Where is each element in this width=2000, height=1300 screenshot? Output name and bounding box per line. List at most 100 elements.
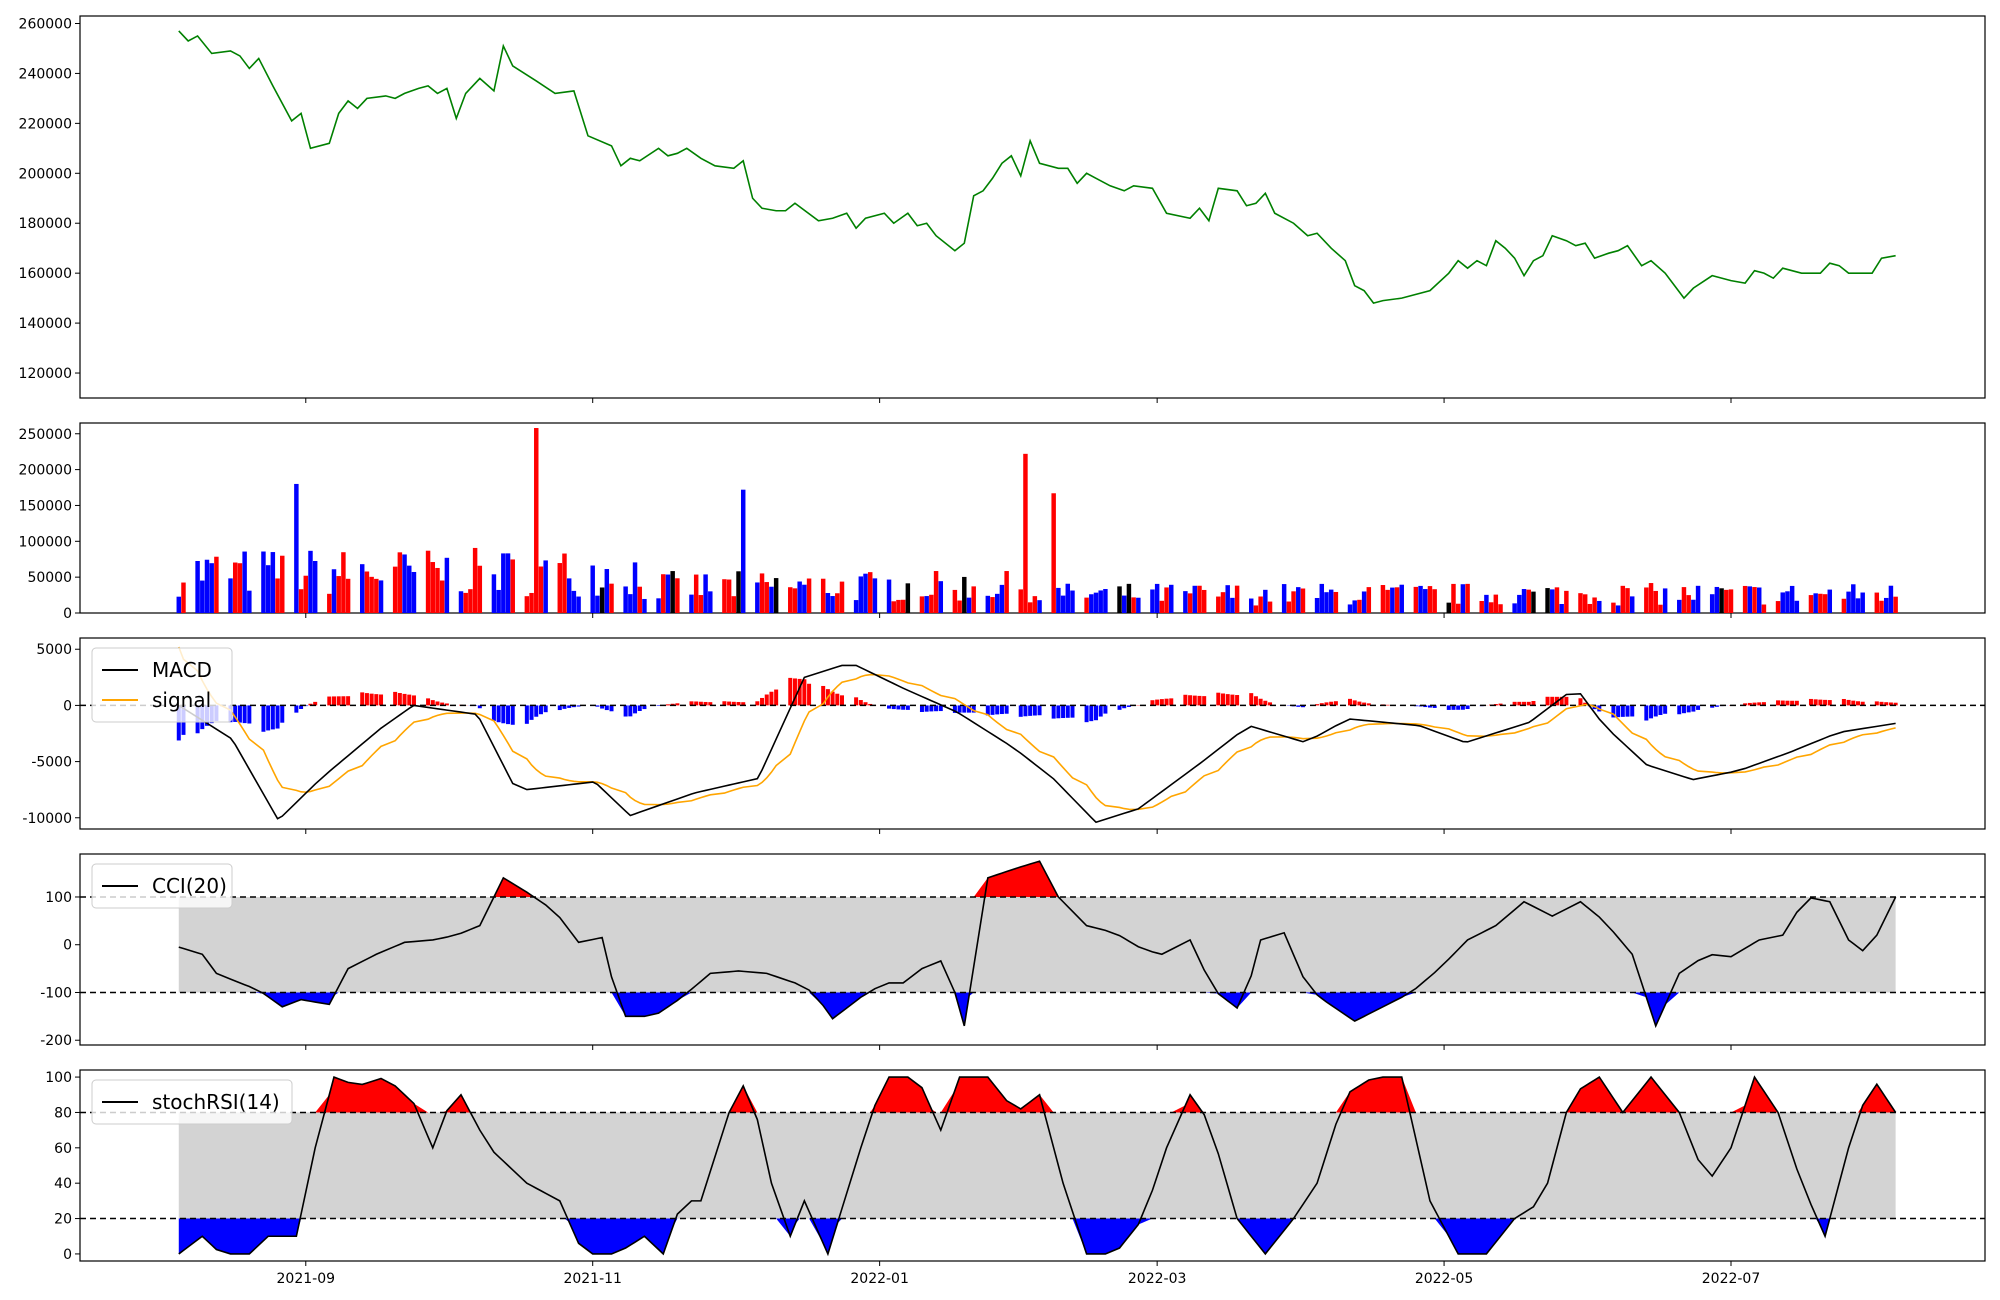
macd-hist-bar xyxy=(1192,695,1197,706)
volume-bar xyxy=(472,547,478,613)
volume-bar xyxy=(411,571,417,613)
macd-hist-bar xyxy=(731,701,736,706)
macd-hist-bar xyxy=(1616,705,1621,718)
volume-bar xyxy=(1479,600,1484,613)
y-tick-label: 120000 xyxy=(19,366,72,382)
macd-hist-bar xyxy=(1714,705,1719,707)
volume-bar xyxy=(496,589,501,613)
macd-hist-bar xyxy=(1818,699,1823,706)
macd-hist-bar xyxy=(538,705,543,715)
volume-bar xyxy=(962,576,967,613)
macd-hist-bar xyxy=(1888,702,1893,706)
macd-hist-bar xyxy=(1385,704,1390,706)
volume-bar xyxy=(1267,601,1273,613)
macd-hist-bar xyxy=(1216,692,1221,706)
macd-hist-bar xyxy=(962,705,967,713)
volume-bar xyxy=(755,582,760,613)
macd-hist-bar xyxy=(270,705,275,730)
x-axis: 2021-09 2021-11 2022-01 2022-03 2022-05 2022-… xyxy=(277,1271,1761,1287)
volume-bar xyxy=(1752,587,1757,613)
macd-hist-bar xyxy=(1032,705,1037,716)
macd-hist-bar xyxy=(534,705,539,717)
macd-hist-bar xyxy=(967,705,971,713)
volume-bar xyxy=(1098,590,1103,613)
volume-bar xyxy=(1658,604,1663,613)
volume-bar xyxy=(1677,599,1682,613)
volume-bar xyxy=(181,582,186,613)
volume-bar xyxy=(806,578,812,613)
macd-hist-bar xyxy=(1522,701,1527,706)
macd-hist-bar xyxy=(1155,699,1160,706)
y-tick-label: 0 xyxy=(63,1247,72,1263)
volume-bar xyxy=(336,576,341,613)
y-tick-label: 50000 xyxy=(27,570,72,586)
macd-hist-bar xyxy=(1578,698,1583,706)
macd-hist-bar xyxy=(896,705,901,710)
overbought-fill xyxy=(178,861,1896,897)
macd-hist-bar xyxy=(1451,705,1456,710)
macd-hist-bar xyxy=(1362,702,1367,706)
volume-bar xyxy=(425,550,431,613)
y-tick-label: 200000 xyxy=(19,166,72,182)
macd-hist-bar xyxy=(802,679,807,706)
volume-bar xyxy=(1253,605,1259,613)
macd-hist-bar xyxy=(623,705,628,717)
volume-bar xyxy=(1432,589,1437,613)
macd-hist-bar xyxy=(294,705,299,713)
macd-hist-bar xyxy=(242,705,247,724)
volume-bar xyxy=(566,578,572,613)
volume-bar xyxy=(1347,604,1353,613)
macd-hist-bar xyxy=(919,705,924,712)
macd-hist-bar xyxy=(1324,702,1329,706)
volume-bar xyxy=(529,592,534,613)
macd-hist-bar xyxy=(694,701,699,706)
volume-bar xyxy=(1333,591,1339,613)
macd-hist-bar xyxy=(1545,696,1550,706)
macd-hist-bar xyxy=(985,705,990,716)
macd-hist-bar xyxy=(1813,699,1818,706)
volume-bar xyxy=(990,597,995,613)
volume-bar xyxy=(1860,592,1865,613)
volume-bar xyxy=(632,562,638,613)
volume-bar xyxy=(468,589,473,613)
volume-bar xyxy=(1517,594,1522,613)
volume-bar xyxy=(1286,601,1292,613)
panel-3: -10000 -5000 0 5000 MACD signal xyxy=(22,637,1986,834)
macd-hist-bar xyxy=(1197,695,1202,706)
macd-hist-bar xyxy=(854,697,859,706)
x-tick-label: 2021-09 xyxy=(277,1271,336,1287)
volume-bar xyxy=(1559,603,1564,613)
macd-hist-bar xyxy=(557,705,562,711)
macd-hist-bar xyxy=(567,705,572,708)
volume-bar xyxy=(599,587,605,613)
macd-hist-bar xyxy=(905,705,910,710)
volume-bar xyxy=(1521,589,1527,613)
y-tick-label: 220000 xyxy=(19,116,72,132)
volume-bar xyxy=(1126,583,1132,613)
panel-1: 120000 140000 160000 180000 200000 220000 2400… xyxy=(19,15,1986,403)
macd-hist-bar xyxy=(1061,705,1066,719)
macd-hist-bar xyxy=(1531,701,1536,706)
macd-hist-bar xyxy=(999,705,1004,715)
axes-frame xyxy=(79,637,1986,830)
y-tick-label: -200 xyxy=(40,1033,72,1049)
macd-hist-bar xyxy=(670,703,675,706)
macd-hist-bar xyxy=(1446,705,1451,710)
volume-bar xyxy=(1281,584,1287,613)
volume-bar xyxy=(298,589,304,613)
legend-box xyxy=(91,1079,293,1125)
macd-hist-bar xyxy=(1221,693,1225,706)
volume-bar xyxy=(1564,590,1569,613)
macd-hist-bar xyxy=(1159,699,1164,706)
volume-bar xyxy=(1592,597,1597,613)
volume-bar xyxy=(1550,589,1555,613)
volume-bar xyxy=(1300,588,1306,613)
volume-bar xyxy=(1291,591,1296,613)
volume-bar xyxy=(1846,591,1851,613)
volume-bar xyxy=(1187,593,1193,613)
x-tick-label: 2022-07 xyxy=(1702,1271,1761,1287)
volume-bar xyxy=(590,565,595,613)
macd-hist-bar xyxy=(501,705,506,724)
volume-bar xyxy=(905,583,911,613)
